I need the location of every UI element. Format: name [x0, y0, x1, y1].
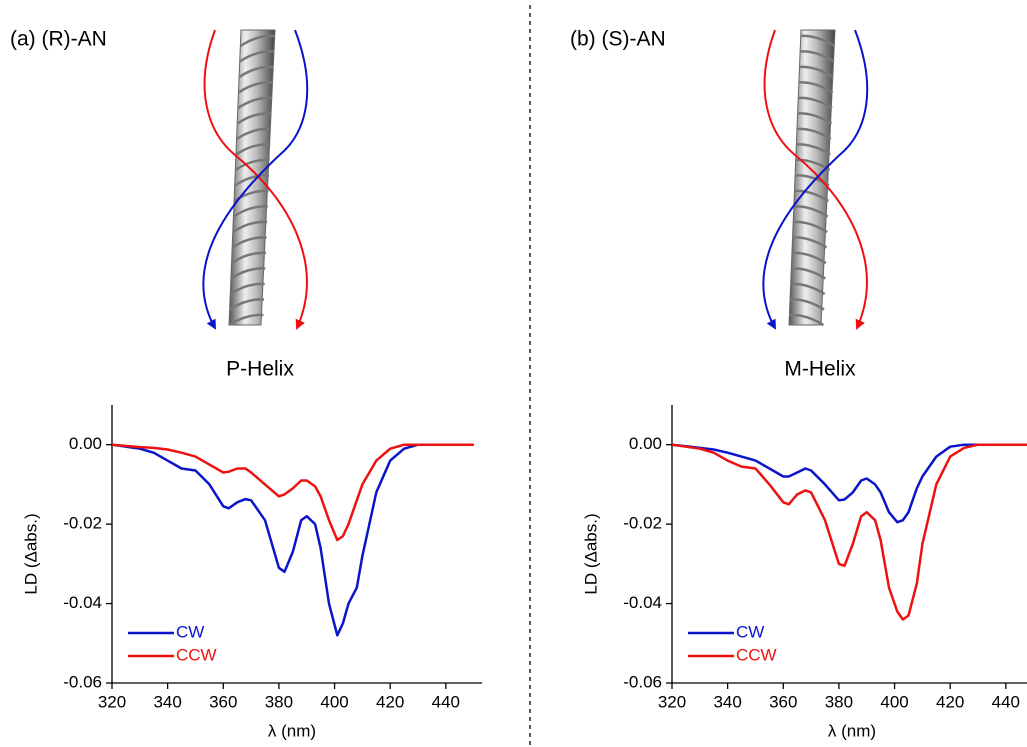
x-tick-label: 340 — [713, 692, 741, 711]
helix-coil — [232, 220, 268, 234]
x-tick-label: 420 — [936, 692, 964, 711]
helix-coil — [799, 50, 835, 63]
y-tick-label: 0.00 — [69, 434, 102, 453]
helix-coil — [799, 65, 835, 79]
x-tick-label: 340 — [153, 692, 181, 711]
x-tick-label: 320 — [98, 692, 126, 711]
helix-coil — [793, 205, 829, 218]
helix-coil — [235, 143, 271, 156]
x-tick-label: 440 — [992, 692, 1020, 711]
arrow — [202, 29, 309, 330]
helix-coil — [233, 189, 269, 203]
helix-coil — [238, 81, 273, 94]
helix-coil — [796, 127, 832, 141]
helix-coil — [231, 251, 266, 265]
helix-coil — [239, 34, 275, 48]
helix-coil — [789, 313, 825, 327]
y-tick-label: 0.00 — [629, 434, 662, 453]
data-line — [111, 443, 474, 637]
legend-label: CCW — [736, 645, 777, 664]
arrow — [763, 29, 868, 330]
x-tick-label: 360 — [209, 692, 237, 711]
helix-coil — [237, 96, 273, 110]
data-line — [671, 443, 1027, 621]
helix-coil — [238, 65, 274, 79]
y-tick-label: -0.06 — [623, 672, 662, 691]
y-tick-label: -0.04 — [63, 593, 102, 612]
x-tick-label: 320 — [658, 692, 686, 711]
helix-coil — [231, 236, 267, 249]
x-axis-label: λ (nm) — [828, 721, 876, 740]
helix-coil — [789, 298, 825, 311]
helix-coil — [793, 220, 828, 234]
x-tick-label: 400 — [880, 692, 908, 711]
x-tick-label: 380 — [825, 692, 853, 711]
y-tick-label: -0.04 — [623, 593, 662, 612]
helix-coil — [791, 251, 827, 265]
helix-coil — [236, 127, 271, 141]
helix-illustration — [762, 29, 869, 330]
x-tick-label: 420 — [376, 692, 404, 711]
helix-coil — [790, 282, 826, 296]
helix-coil — [798, 81, 834, 94]
panel-title: (b) (S)-AN — [570, 28, 666, 51]
legend-label: CW — [176, 622, 204, 641]
legend-label: CW — [736, 622, 764, 641]
helix-coil — [798, 96, 833, 110]
helix-coil — [228, 313, 264, 327]
helix-coil — [800, 34, 836, 48]
helix-coil — [239, 50, 275, 63]
helix-coil — [236, 112, 272, 125]
helix-illustration — [202, 29, 309, 330]
helix-coil — [229, 298, 265, 311]
helix-label: M-Helix — [784, 358, 856, 381]
y-tick-label: -0.02 — [623, 514, 662, 533]
arrow — [762, 29, 869, 330]
x-tick-label: 360 — [769, 692, 797, 711]
y-axis-label: LD (Δabs.) — [581, 513, 600, 594]
data-line — [111, 443, 474, 542]
y-axis-label: LD (Δabs.) — [21, 513, 40, 594]
y-tick-label: -0.02 — [63, 514, 102, 533]
helix-coil — [794, 189, 830, 203]
helix-coil — [230, 267, 266, 280]
x-tick-label: 440 — [432, 692, 460, 711]
arrow — [203, 29, 308, 330]
helix-coil — [792, 236, 828, 249]
helix-coil — [233, 205, 268, 218]
helix-coil — [797, 112, 833, 125]
helix-coil — [796, 143, 831, 156]
helix-coil — [229, 282, 265, 296]
legend-label: CCW — [176, 645, 217, 664]
y-tick-label: -0.06 — [63, 672, 102, 691]
data-line — [671, 443, 1027, 524]
helix-label: P-Helix — [226, 358, 294, 381]
x-axis-label: λ (nm) — [268, 721, 316, 740]
helix-coil — [234, 174, 270, 187]
helix-coil — [791, 267, 826, 280]
helix-coil — [234, 158, 270, 172]
x-tick-label: 380 — [265, 692, 293, 711]
x-tick-label: 400 — [320, 692, 348, 711]
panel-title: (a) (R)-AN — [10, 28, 107, 51]
